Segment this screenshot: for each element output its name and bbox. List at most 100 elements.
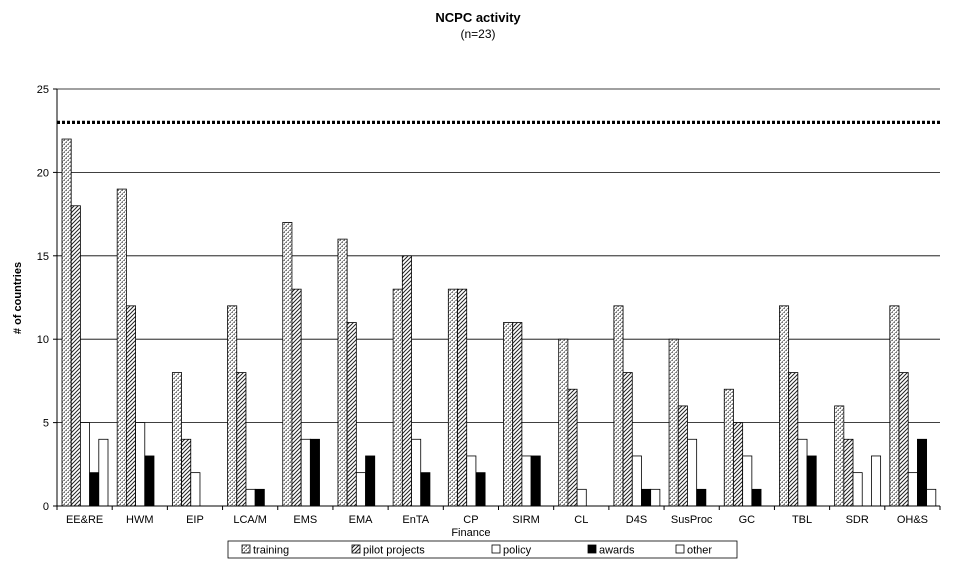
bar-policy-ems [300, 438, 311, 507]
bar-policy-oh-s [907, 472, 918, 507]
bar-pilot-projects-oh-s [898, 372, 909, 507]
chart-title: NCPC activity [435, 10, 521, 25]
legend: training pilot projects policy awards other [227, 540, 738, 559]
bar-pilot-projects-cl [567, 388, 578, 507]
bar-pilot-projects-ems [291, 288, 302, 507]
bar-pilot-projects-enta [401, 255, 412, 507]
legend-label-training: training [253, 545, 289, 557]
bar-training-sirm [503, 322, 514, 507]
x-tick-sublabel: Finance [451, 527, 490, 539]
bar-pilot-projects-gc [733, 422, 744, 507]
x-tick-label: GC [739, 514, 756, 526]
bar-other-ee-re [98, 438, 109, 507]
y-tick-label: 10 [37, 334, 49, 346]
bar-training-ema [337, 238, 348, 507]
bar-training-ems [282, 222, 293, 507]
bar-policy-ema [355, 472, 366, 507]
legend-swatch-other [675, 544, 685, 554]
x-tick-label: HWM [126, 514, 154, 526]
bar-policy-hwm [135, 422, 146, 507]
x-tick-label: CL [574, 514, 588, 526]
x-tick-label: CP [463, 514, 478, 526]
bar-awards-cp [475, 472, 486, 507]
bar-awards-ee-re [89, 472, 100, 507]
bar-policy-lca-m [245, 488, 256, 507]
x-tick-label: EMS [293, 514, 317, 526]
bar-awards-gc [751, 488, 762, 507]
legend-label-pilot-projects: pilot projects [363, 545, 425, 557]
y-tick-label: 0 [43, 501, 49, 513]
x-tick-label: SIRM [512, 514, 540, 526]
bar-policy-enta [411, 438, 422, 507]
bar-training-susproc [668, 338, 679, 507]
bar-training-eip [171, 372, 182, 507]
y-tick-label: 15 [37, 251, 49, 263]
legend-label-policy: policy [503, 545, 532, 557]
bar-pilot-projects-hwm [125, 305, 136, 507]
bar-training-hwm [116, 188, 127, 507]
bar-other-sdr [871, 455, 882, 507]
bar-pilot-projects-ema [346, 322, 357, 507]
legend-swatch-training [241, 544, 251, 554]
bars [61, 138, 937, 507]
bar-policy-susproc [687, 438, 698, 507]
axes [56, 89, 941, 510]
y-tick-label: 25 [37, 84, 49, 96]
bar-pilot-projects-sdr [843, 438, 854, 507]
bar-policy-sirm [521, 455, 532, 507]
legend-label-other: other [687, 545, 712, 557]
bar-policy-d4s [631, 455, 642, 507]
y-tick-label: 20 [37, 167, 49, 179]
x-tick-label: EIP [186, 514, 204, 526]
bar-training-ee-re [61, 138, 72, 507]
bar-pilot-projects-cp [457, 288, 468, 507]
bar-training-cl [558, 338, 569, 507]
legend-box [227, 540, 738, 559]
legend-swatch-policy [491, 544, 501, 554]
bar-awards-lca-m [254, 488, 265, 507]
bar-awards-susproc [696, 488, 707, 507]
bar-awards-tbl [806, 455, 817, 507]
bar-policy-ee-re [80, 422, 91, 507]
x-tick-label: EE&RE [66, 514, 103, 526]
bar-awards-hwm [144, 455, 155, 507]
x-tick-label: EMA [349, 514, 374, 526]
bar-training-tbl [779, 305, 790, 507]
bar-awards-oh-s [917, 438, 928, 507]
bar-policy-eip [190, 472, 201, 507]
bar-pilot-projects-eip [181, 438, 192, 507]
bar-policy-sdr [852, 472, 863, 507]
bar-other-oh-s [926, 488, 937, 507]
legend-label-awards: awards [599, 545, 635, 557]
bar-policy-tbl [797, 438, 808, 507]
bar-training-d4s [613, 305, 624, 507]
bar-training-sdr [834, 405, 845, 507]
bar-training-gc [723, 388, 734, 507]
bar-awards-ema [365, 455, 376, 507]
bar-pilot-projects-tbl [788, 372, 799, 507]
bar-training-enta [392, 288, 403, 507]
y-ticks: 0 5 10 15 20 25 [37, 84, 57, 513]
grid [57, 88, 940, 424]
bar-training-oh-s [889, 305, 900, 507]
bar-awards-enta [420, 472, 431, 507]
bar-awards-ems [309, 438, 320, 507]
x-tick-label: SDR [846, 514, 869, 526]
x-tick-label: OH&S [897, 514, 928, 526]
legend-swatch-pilot-projects [351, 544, 361, 554]
bar-training-cp [447, 288, 458, 507]
x-tick-label: TBL [792, 514, 812, 526]
bar-awards-sirm [530, 455, 541, 507]
bar-pilot-projects-ee-re [70, 205, 81, 507]
legend-swatch-awards [587, 544, 597, 554]
y-axis-label: # of countries [12, 262, 24, 334]
x-tick-label: SusProc [671, 514, 713, 526]
x-tick-label: LCA/M [233, 514, 267, 526]
chart-subtitle: (n=23) [460, 27, 495, 41]
bar-policy-gc [742, 455, 753, 507]
bar-pilot-projects-susproc [677, 405, 688, 507]
bar-training-lca-m [227, 305, 238, 507]
x-tick-label: D4S [626, 514, 647, 526]
